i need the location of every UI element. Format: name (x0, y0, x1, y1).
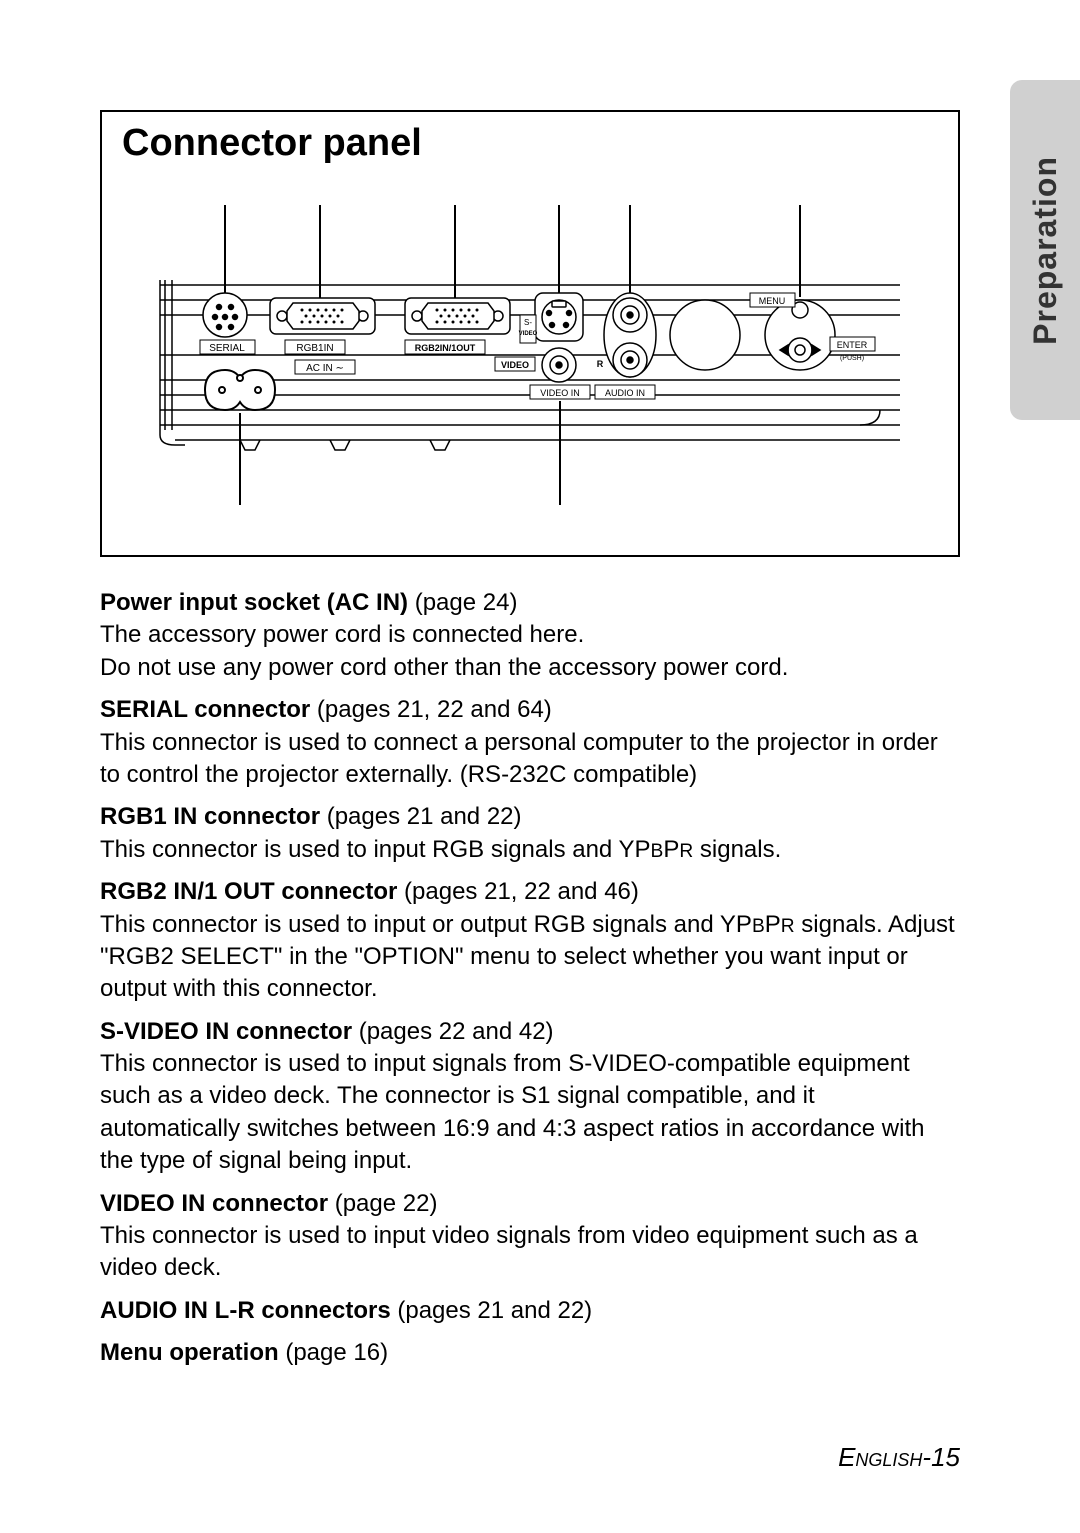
section-item: AUDIO IN L-R connectors (pages 21 and 22… (100, 1295, 960, 1327)
section-title: RGB1 IN connector (100, 803, 320, 830)
section-ref: (page 24) (408, 589, 517, 616)
section-title: S-VIDEO IN connector (100, 1018, 352, 1045)
sections: Power input socket (AC IN) (page 24) The … (100, 587, 960, 1370)
svg-text:MENU: MENU (759, 296, 786, 306)
section-title: RGB2 IN/1 OUT connector (100, 878, 397, 905)
svg-text:RGB1IN: RGB1IN (296, 343, 333, 354)
svg-text:AC IN ∼: AC IN ∼ (306, 363, 344, 374)
section-item: VIDEO IN connector (page 22) This connect… (100, 1188, 960, 1285)
section-title: VIDEO IN connector (100, 1190, 328, 1217)
page-content: Connector panel (100, 110, 960, 1380)
label-serial: SERIAL (209, 343, 245, 354)
svg-text:RGB2IN/1OUT: RGB2IN/1OUT (415, 343, 476, 353)
svg-text:ENTER: ENTER (837, 340, 868, 350)
section-item: Menu operation (page 16) (100, 1337, 960, 1369)
page-footer: English-15 (838, 1442, 960, 1473)
section-body: This connector is used to connect a pers… (100, 727, 960, 792)
section-title: AUDIO IN L-R connectors (100, 1297, 391, 1324)
side-tab-label: Preparation (1027, 156, 1064, 345)
footer-page: -15 (922, 1442, 960, 1472)
section-item: Power input socket (AC IN) (page 24) The … (100, 587, 960, 684)
section-ref: (pages 21, 22 and 64) (310, 696, 552, 723)
connector-diagram: SERIAL RGB1IN (122, 185, 938, 525)
section-item: SERIAL connector (pages 21, 22 and 64) Th… (100, 694, 960, 791)
section-item: RGB2 IN/1 OUT connector (pages 21, 22 an… (100, 876, 960, 1006)
section-title: SERIAL connector (100, 696, 310, 723)
section-ref: (page 16) (279, 1339, 388, 1366)
footer-lang: English (838, 1442, 922, 1472)
section-body: The accessory power cord is connected he… (100, 619, 960, 684)
section-body: This connector is used to input signals … (100, 1048, 960, 1178)
section-ref: (pages 21, 22 and 46) (397, 878, 639, 905)
section-ref: (pages 22 and 42) (352, 1018, 553, 1045)
svg-text:R: R (597, 359, 604, 369)
section-ref: (pages 21 and 22) (391, 1297, 592, 1324)
svg-text:VIDEO IN: VIDEO IN (540, 388, 580, 398)
section-item: S-VIDEO IN connector (pages 22 and 42) Th… (100, 1016, 960, 1178)
svg-text:(PUSH): (PUSH) (840, 355, 864, 362)
svg-text:AUDIO IN: AUDIO IN (605, 388, 645, 398)
section-body: This connector is used to input or outpu… (100, 909, 960, 1006)
side-tab: Preparation (1010, 80, 1080, 420)
svg-text:S-: S- (524, 318, 532, 327)
section-body: This connector is used to input video si… (100, 1220, 960, 1285)
panel-title: Connector panel (122, 122, 938, 165)
svg-text:VIDEO: VIDEO (519, 331, 538, 337)
connector-panel-box: Connector panel (100, 110, 960, 557)
section-title: Power input socket (AC IN) (100, 589, 408, 616)
section-title: Menu operation (100, 1339, 279, 1366)
section-ref: (pages 21 and 22) (320, 803, 521, 830)
section-item: RGB1 IN connector (pages 21 and 22) This … (100, 801, 960, 866)
section-body: This connector is used to input RGB sign… (100, 834, 960, 866)
section-ref: (page 22) (328, 1190, 437, 1217)
svg-text:VIDEO: VIDEO (501, 360, 529, 370)
